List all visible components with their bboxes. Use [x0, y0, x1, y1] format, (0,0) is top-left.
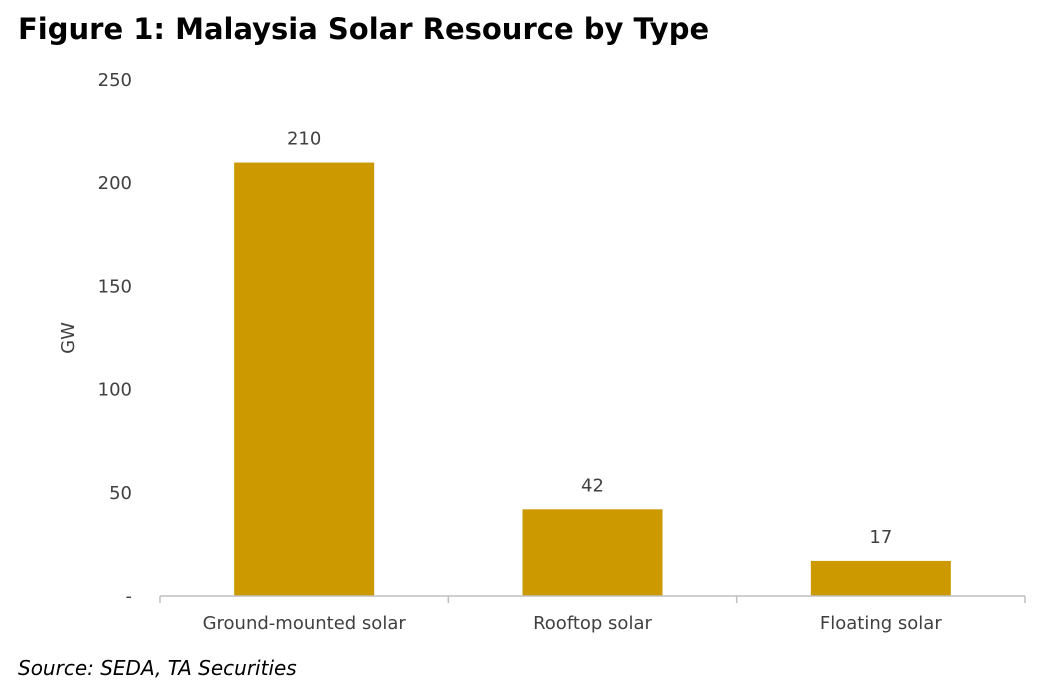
x-tick-label: Rooftop solar	[533, 613, 652, 634]
bar-value-label: 17	[869, 527, 892, 548]
y-tick-label: 250	[98, 70, 132, 91]
x-tick-label: Floating solar	[820, 613, 942, 634]
y-tick-label: 50	[109, 483, 132, 504]
bar	[810, 560, 951, 596]
bar	[234, 162, 375, 596]
bar-value-label: 42	[581, 475, 604, 496]
bar-value-label: 210	[287, 129, 321, 150]
y-tick-label: 200	[98, 173, 132, 194]
x-tick-label: Ground-mounted solar	[203, 613, 407, 634]
y-tick-label: -	[126, 586, 133, 607]
y-tick-label: 100	[98, 380, 132, 401]
source-note: Source: SEDA, TA Securities	[18, 656, 297, 680]
y-tick-label: 150	[98, 276, 132, 297]
y-axis-title: GW	[58, 322, 79, 354]
chart-title: Figure 1: Malaysia Solar Resource by Typ…	[18, 12, 710, 46]
bar	[522, 509, 663, 596]
